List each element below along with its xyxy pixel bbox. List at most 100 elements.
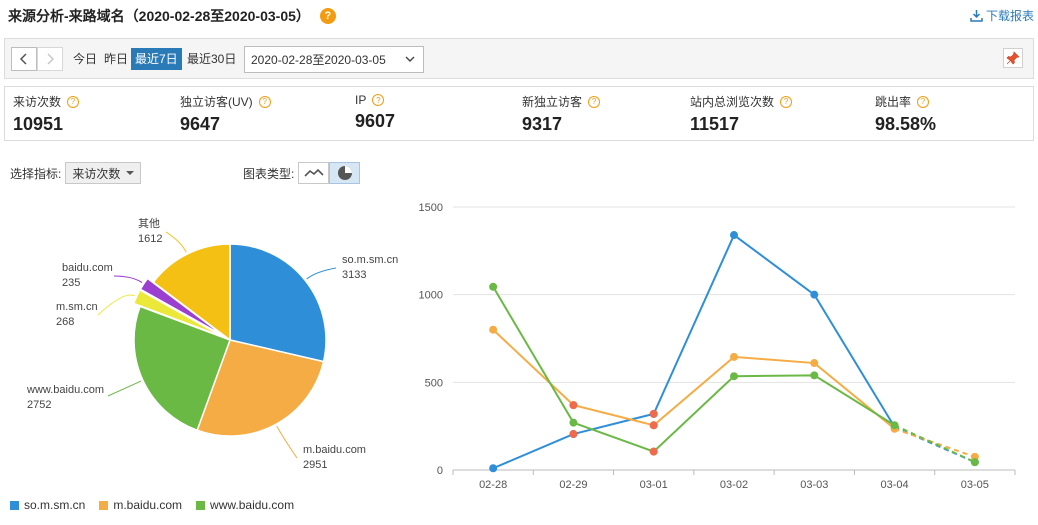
data-point-highlight[interactable] [569,401,578,410]
line-chart-button[interactable] [298,162,330,184]
data-point[interactable] [890,421,899,430]
y-tick-label: 1500 [419,202,443,214]
pie-chart-icon [337,166,352,180]
data-point[interactable] [730,231,738,240]
data-point[interactable] [489,282,498,291]
pie-slice-value: 235 [62,277,80,289]
pie-slice-value: 2752 [27,399,51,411]
help-icon[interactable]: ? [588,95,601,108]
pie-slice[interactable] [133,305,231,432]
pie-slice-label: m.baidu.com [303,444,366,456]
help-icon[interactable]: ? [780,95,793,108]
x-tick-label: 03-04 [881,479,909,491]
x-tick-label: 03-01 [640,479,668,491]
pie-slice[interactable] [196,339,325,437]
data-point[interactable] [810,359,819,368]
pie-chart-button[interactable] [329,162,361,184]
y-tick-label: 500 [425,377,443,389]
pie-leader-line [306,267,337,280]
pie-leader-line [107,380,142,397]
y-tick-label: 1000 [419,290,443,302]
pie-chart: so.m.sm.cn 3133 m.baidu.com 2951 www.baidu.c… [26,217,398,471]
help-icon[interactable]: ? [917,95,930,108]
metric-label: 站内总浏览次数 [690,95,775,109]
range-yesterday[interactable]: 昨日 [104,52,129,66]
range-last-30-days[interactable]: 最近30日 [187,52,237,66]
legend-item[interactable]: www.baidu.com [196,498,294,512]
help-icon[interactable]: ? [319,8,336,24]
data-point-highlight[interactable] [569,430,578,439]
metric-label: 独立访客(UV) [180,95,253,109]
chart-type-row: 图表类型: [243,162,361,184]
series-line-projected [894,427,976,458]
date-range-value: 2020-02-28至2020-03-05 [251,53,386,67]
legend-swatch [196,500,206,510]
download-report-button[interactable]: 下载报表 [970,7,1034,24]
next-period-button[interactable] [37,47,63,71]
indicator-select[interactable]: 来访次数 [65,162,142,184]
legend-label: www.baidu.com [210,498,295,512]
line-chart: 0 500 1000 1500 02-28 02-29 03-01 03-02 03-03 03-… [419,202,1016,491]
chevron-down-icon [405,56,415,62]
legend-item[interactable]: so.m.sm.cn [10,498,85,512]
download-label: 下载报表 [985,9,1034,23]
metric-pageviews: 站内总浏览次数? 11517 [690,93,793,135]
data-point[interactable] [810,290,819,299]
metric-value: 98.58% [875,114,937,134]
data-point[interactable] [730,352,738,361]
date-range-select[interactable]: 2020-02-28至2020-03-05 [244,46,424,73]
data-point[interactable] [730,372,738,381]
metric-label: 新独立访客 [522,95,583,109]
chart-legend: so.m.sm.cn m.baidu.com www.baidu.com [10,498,308,512]
pie-slice[interactable] [229,243,327,363]
page-title: 来源分析-来路域名（2020-02-28至2020-03-05） [8,8,310,24]
range-today[interactable]: 今日 [73,52,98,66]
data-point-highlight[interactable] [649,447,658,456]
x-tick-label: 03-02 [720,479,748,491]
data-point-highlight[interactable] [649,421,658,430]
data-point[interactable] [810,371,819,380]
help-icon[interactable]: ? [372,94,385,106]
indicator-row: 选择指标: 来访次数 [10,162,142,184]
pie-leader-line [276,425,298,459]
series-line [492,329,896,430]
metric-new-visitors: 新独立访客? 9317 [522,93,601,135]
metric-value: 11517 [690,114,740,134]
pie-leader-line [165,231,187,253]
data-point[interactable] [970,458,979,467]
legend-swatch [10,500,19,510]
line-chart-icon [304,168,324,177]
pie-slice-value: 268 [56,316,74,328]
legend-label: m.baidu.com [113,498,183,512]
help-icon[interactable]: ? [67,95,80,108]
prev-period-button[interactable] [11,47,37,71]
pin-icon [1006,51,1020,65]
range-last-7-days[interactable]: 最近7日 [131,48,182,70]
pie-slice[interactable] [152,243,231,342]
legend-item[interactable]: m.baidu.com [99,498,182,512]
pie-slice[interactable] [132,289,225,338]
x-tick-label: 02-29 [559,479,587,491]
pie-leader-line [113,275,143,284]
x-tick-label: 03-05 [961,479,989,491]
chart-type-label: 图表类型: [243,166,295,181]
y-tick-label: 0 [437,465,443,477]
data-point-highlight[interactable] [649,409,658,418]
data-point[interactable] [489,325,498,334]
data-point[interactable] [489,464,498,473]
series-line-projected [894,424,976,464]
title-bar: 来源分析-来路域名（2020-02-28至2020-03-05） ? [8,6,336,26]
pie-slice-label: m.sm.cn [56,301,98,313]
series-line [492,233,896,470]
data-point[interactable] [569,418,578,427]
metric-uv: 独立访客(UV)? 9647 [180,93,271,135]
pin-button[interactable] [1003,48,1023,68]
pie-slice[interactable] [139,277,225,337]
metric-value: 9317 [522,114,563,134]
caret-down-icon [126,171,135,175]
series-line [492,286,896,453]
pie-slice-label: 其他 [138,217,160,230]
help-icon[interactable]: ? [258,95,271,108]
legend-swatch [99,500,109,510]
x-tick-label: 03-03 [800,479,828,491]
